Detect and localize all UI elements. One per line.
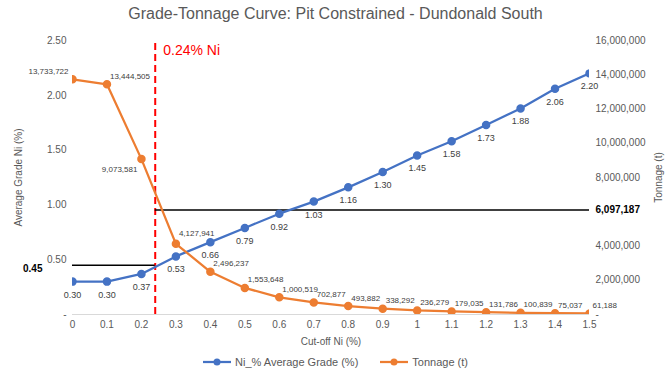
svg-text:Average Grade Ni (%): Average Grade Ni (%): [13, 128, 24, 226]
svg-text:16,000,000: 16,000,000: [596, 35, 646, 46]
svg-text:0.53: 0.53: [167, 264, 185, 274]
svg-text:1.4: 1.4: [548, 319, 562, 330]
svg-text:0.45: 0.45: [23, 263, 43, 274]
svg-text:1.30: 1.30: [374, 180, 392, 190]
svg-text:0.3: 0.3: [169, 319, 183, 330]
svg-text:0.4: 0.4: [203, 319, 217, 330]
svg-text:0.66: 0.66: [201, 250, 220, 260]
svg-text:0.79: 0.79: [236, 236, 254, 246]
svg-text:-: -: [63, 309, 66, 320]
svg-text:0.9: 0.9: [376, 319, 390, 330]
svg-text:0.8: 0.8: [341, 319, 355, 330]
svg-text:0.1: 0.1: [100, 319, 114, 330]
svg-text:100,839: 100,839: [524, 300, 553, 309]
html-text:Tonnage (t): Tonnage (t): [412, 356, 468, 368]
svg-text:2,496,237: 2,496,237: [213, 259, 249, 268]
svg-text:12,000,000: 12,000,000: [596, 103, 646, 114]
svg-text:493,882: 493,882: [351, 294, 380, 303]
svg-text:13,444,505: 13,444,505: [110, 72, 151, 81]
svg-text:1.00: 1.00: [47, 199, 67, 210]
svg-text:10,000,000: 10,000,000: [596, 137, 646, 148]
svg-text:131,786: 131,786: [489, 300, 518, 309]
html-text:Ni_% Average Grade (%): Ni_% Average Grade (%): [235, 356, 359, 368]
svg-text:4,127,941: 4,127,941: [179, 229, 215, 238]
html-text:Grade-Tonnage Curve: Pit Const: Grade-Tonnage Curve: Pit Constrained - D…: [128, 5, 543, 22]
svg-text:6,097,187: 6,097,187: [596, 204, 641, 215]
svg-text:1.16: 1.16: [339, 195, 357, 205]
svg-text:1.3: 1.3: [514, 319, 528, 330]
svg-text:2,000,000: 2,000,000: [596, 274, 641, 285]
svg-text:2.06: 2.06: [546, 97, 564, 107]
svg-text:0.30: 0.30: [98, 290, 116, 300]
svg-text:4,000,000: 4,000,000: [596, 240, 641, 251]
svg-text:0.2: 0.2: [134, 319, 148, 330]
svg-text:179,035: 179,035: [455, 299, 484, 308]
svg-text:1.1: 1.1: [445, 319, 459, 330]
svg-text:1.03: 1.03: [305, 209, 323, 219]
svg-text:2.00: 2.00: [47, 90, 67, 101]
svg-text:702,877: 702,877: [317, 290, 346, 299]
svg-text:0.50: 0.50: [47, 254, 67, 265]
svg-text:0.37: 0.37: [133, 282, 151, 292]
svg-text:9,073,581: 9,073,581: [102, 165, 138, 174]
svg-text:0.7: 0.7: [307, 319, 321, 330]
svg-text:14,000,000: 14,000,000: [596, 69, 646, 80]
svg-text:1.45: 1.45: [408, 163, 426, 173]
svg-text:2.20: 2.20: [581, 81, 599, 91]
svg-text:1.88: 1.88: [512, 116, 530, 126]
svg-text:0.6: 0.6: [272, 319, 286, 330]
svg-text:338,292: 338,292: [386, 296, 415, 305]
svg-text:236,279: 236,279: [420, 298, 449, 307]
svg-text:2.50: 2.50: [47, 35, 67, 46]
svg-text:1.58: 1.58: [443, 149, 461, 159]
svg-text:61,188: 61,188: [592, 301, 617, 310]
svg-text:75,037: 75,037: [558, 301, 583, 310]
svg-text:0.92: 0.92: [271, 222, 289, 232]
svg-text:1.5: 1.5: [583, 319, 597, 330]
svg-text:1,553,648: 1,553,648: [248, 275, 284, 284]
svg-text:1.73: 1.73: [477, 133, 495, 143]
svg-text:1.2: 1.2: [479, 319, 493, 330]
svg-text:Cut-off Ni (%): Cut-off Ni (%): [301, 336, 361, 347]
svg-text:0.24% Ni: 0.24% Ni: [163, 42, 220, 58]
svg-text:8,000,000: 8,000,000: [596, 172, 641, 183]
svg-text:13,733,722: 13,733,722: [28, 67, 69, 76]
svg-text:1,000,519: 1,000,519: [282, 285, 318, 294]
svg-text:0.5: 0.5: [238, 319, 252, 330]
svg-text:0: 0: [70, 319, 76, 330]
svg-text:Tonnage (t): Tonnage (t): [653, 152, 664, 203]
svg-text:1.50: 1.50: [47, 144, 67, 155]
svg-text:-: -: [596, 309, 599, 320]
svg-text:0.30: 0.30: [64, 290, 82, 300]
svg-text:1: 1: [414, 319, 420, 330]
